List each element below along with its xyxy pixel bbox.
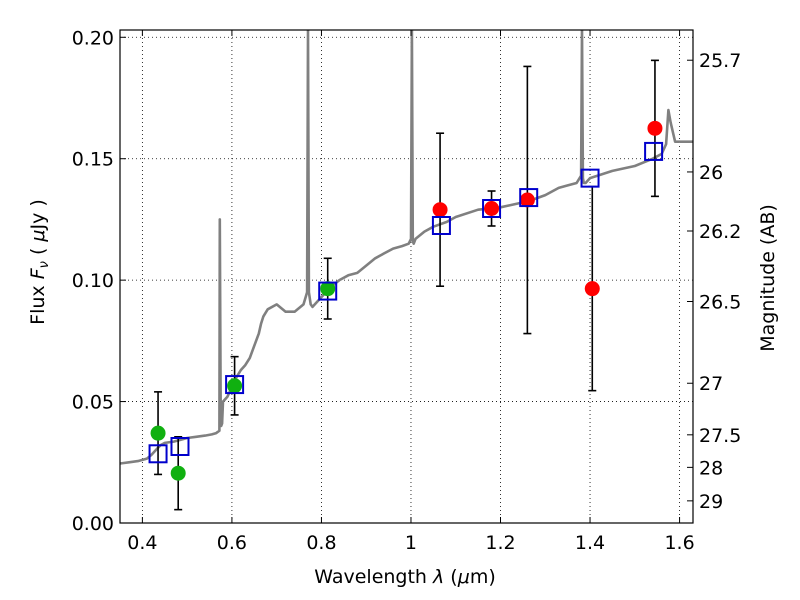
x-tick-label: 1.2: [485, 532, 515, 554]
x-tick-label: 0.8: [306, 532, 336, 554]
photometry-point: [484, 201, 500, 216]
magnitude-tick-label: 28: [699, 457, 723, 479]
photometry-point: [320, 281, 336, 297]
magnitude-tick-label: 27: [699, 373, 723, 395]
x-tick-label: 0.4: [127, 532, 157, 554]
magnitude-tick-label: 26.2: [699, 221, 741, 243]
magnitude-axis-label: Magnitude (AB): [757, 204, 779, 352]
model-sed-layer: [120, 30, 693, 465]
grid: [120, 30, 693, 524]
photometry-point: [647, 120, 663, 136]
magnitude-tick-label: 27.5: [699, 425, 741, 447]
model-flux-square: [318, 281, 338, 301]
magnitude-tick-label: 29: [699, 491, 723, 513]
model-sed-line: [120, 30, 693, 465]
photometry-point: [432, 202, 448, 218]
x-tick-label: 0.6: [217, 532, 247, 554]
photometry-point: [584, 281, 600, 297]
x-axis-label: Wavelength λ (μm): [314, 566, 495, 588]
model-flux-square: [580, 168, 600, 188]
x-tick-label: 1: [405, 532, 417, 554]
model-flux-square: [482, 199, 502, 218]
magnitude-tick-label: 25.7: [699, 50, 741, 72]
ticks: 0.4 0.6 0.8 1 1.2 1.4 1.6 0.00 0.05 0.10 0.15 0.20 2…: [72, 27, 742, 554]
photometry-point: [519, 192, 535, 208]
y-tick-label: 0.20: [72, 27, 114, 49]
x-tick-label: 1.4: [575, 532, 605, 554]
y-axis-label: Flux Fν ( μJy ): [27, 199, 52, 325]
magnitude-tick-label: 26.5: [699, 291, 741, 313]
y-tick-label: 0.10: [72, 270, 114, 292]
magnitude-tick-label: 26: [699, 162, 723, 184]
y-tick-label: 0.05: [72, 392, 114, 414]
photometry-point: [227, 378, 243, 394]
photometry-point: [150, 425, 166, 441]
model-flux-square: [170, 437, 190, 456]
y-tick-label: 0.00: [72, 513, 114, 535]
y-tick-label: 0.15: [72, 149, 114, 171]
photometry-point: [170, 465, 186, 481]
model-flux-square: [644, 141, 664, 161]
plot-frame: [119, 29, 694, 524]
x-tick-label: 1.6: [664, 532, 694, 554]
model-flux-square: [148, 444, 168, 464]
model-flux-square: [431, 216, 451, 235]
model-flux-square: [519, 188, 539, 208]
photometry-layer: [148, 59, 664, 511]
model-flux-square: [225, 375, 245, 395]
